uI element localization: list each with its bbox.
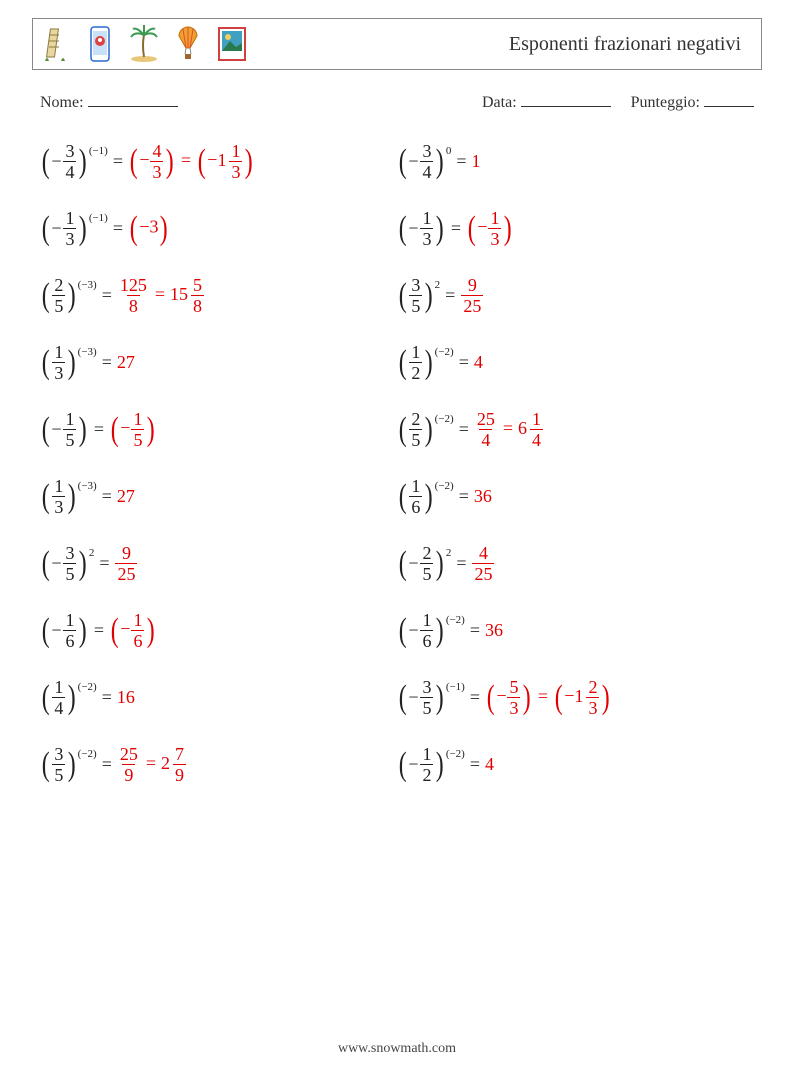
- tower-icon: [39, 24, 73, 64]
- problem-row: (−13)(−1)=(−3)(−13)=(−13): [40, 209, 754, 248]
- problem-cell: (12)(−2)=4: [397, 343, 754, 382]
- problem-cell: (−35)2=925: [40, 544, 397, 583]
- problems-grid: (−34)(−1)=(−43)=(−113)(−34)0=1(−13)(−1)=…: [40, 142, 754, 784]
- problem-row: (35)(−2)=259=279(−12)(−2)=4: [40, 745, 754, 784]
- header-icons: [39, 24, 249, 64]
- problem-cell: (−15)=(−15): [40, 410, 397, 449]
- polaroid-icon: [215, 24, 249, 64]
- meta-row: Nome: Data: Punteggio:: [40, 90, 754, 112]
- problem-row: (13)(−3)=27(16)(−2)=36: [40, 477, 754, 516]
- problem-row: (−35)2=925(−25)2=425: [40, 544, 754, 583]
- problem-cell: (25)(−2)=254=614: [397, 410, 754, 449]
- problem-cell: (13)(−3)=27: [40, 343, 397, 382]
- problem-cell: (−35)(−1)=(−53)=(−123): [397, 678, 754, 717]
- worksheet-title: Esponenti frazionari negativi: [509, 33, 741, 56]
- problem-cell: (−12)(−2)=4: [397, 745, 754, 784]
- name-field: Nome:: [40, 90, 178, 112]
- problem-row: (13)(−3)=27(12)(−2)=4: [40, 343, 754, 382]
- problem-cell: (35)2=925: [397, 276, 754, 315]
- problem-row: (−16)=(−16)(−16)(−2)=36: [40, 611, 754, 650]
- problem-cell: (−13)(−1)=(−3): [40, 209, 397, 248]
- problem-cell: (−13)=(−13): [397, 209, 754, 248]
- palm-icon: [127, 24, 161, 64]
- problem-row: (−15)=(−15)(25)(−2)=254=614: [40, 410, 754, 449]
- header-box: Esponenti frazionari negativi: [32, 18, 762, 70]
- problem-cell: (−25)2=425: [397, 544, 754, 583]
- footer-url: www.snowmath.com: [0, 1041, 794, 1057]
- date-score: Data: Punteggio:: [482, 90, 754, 112]
- problem-row: (14)(−2)=16(−35)(−1)=(−53)=(−123): [40, 678, 754, 717]
- problem-cell: (−16)(−2)=36: [397, 611, 754, 650]
- problem-cell: (35)(−2)=259=279: [40, 745, 397, 784]
- problem-cell: (−34)(−1)=(−43)=(−113): [40, 142, 397, 181]
- problem-cell: (13)(−3)=27: [40, 477, 397, 516]
- phone-map-icon: [83, 24, 117, 64]
- problem-row: (−34)(−1)=(−43)=(−113)(−34)0=1: [40, 142, 754, 181]
- problem-cell: (16)(−2)=36: [397, 477, 754, 516]
- problem-cell: (25)(−3)=1258=1558: [40, 276, 397, 315]
- problem-cell: (−34)0=1: [397, 142, 754, 181]
- problem-cell: (−16)=(−16): [40, 611, 397, 650]
- problem-row: (25)(−3)=1258=1558(35)2=925: [40, 276, 754, 315]
- balloon-icon: [171, 24, 205, 64]
- problem-cell: (14)(−2)=16: [40, 678, 397, 717]
